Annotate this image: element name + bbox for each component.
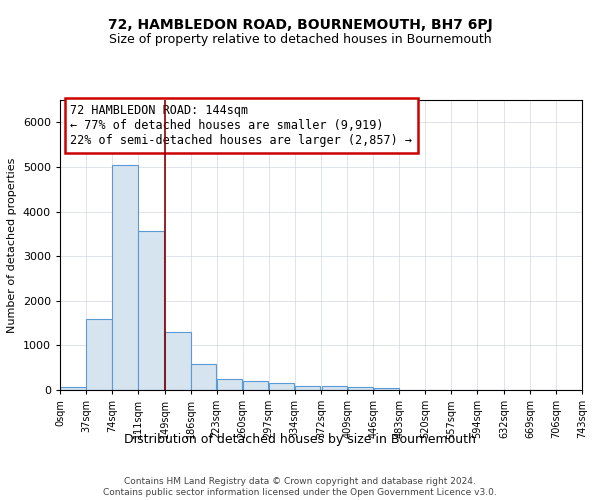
Bar — [112, 164, 138, 390]
Text: Contains HM Land Registry data © Crown copyright and database right 2024.
Contai: Contains HM Land Registry data © Crown c… — [103, 478, 497, 497]
Bar — [295, 386, 320, 390]
Bar — [322, 386, 347, 390]
Bar — [217, 379, 242, 390]
Bar — [374, 388, 399, 390]
Bar — [191, 364, 217, 390]
Bar — [165, 332, 191, 390]
Bar — [243, 381, 268, 390]
Bar — [138, 230, 164, 390]
Y-axis label: Number of detached properties: Number of detached properties — [7, 158, 17, 332]
Bar — [269, 383, 295, 390]
Bar — [60, 388, 86, 390]
Bar — [86, 318, 112, 390]
Text: 72, HAMBLEDON ROAD, BOURNEMOUTH, BH7 6PJ: 72, HAMBLEDON ROAD, BOURNEMOUTH, BH7 6PJ — [107, 18, 493, 32]
Text: Distribution of detached houses by size in Bournemouth: Distribution of detached houses by size … — [124, 432, 476, 446]
Bar — [347, 388, 373, 390]
Text: Size of property relative to detached houses in Bournemouth: Size of property relative to detached ho… — [109, 32, 491, 46]
Text: 72 HAMBLEDON ROAD: 144sqm
← 77% of detached houses are smaller (9,919)
22% of se: 72 HAMBLEDON ROAD: 144sqm ← 77% of detac… — [70, 104, 412, 148]
